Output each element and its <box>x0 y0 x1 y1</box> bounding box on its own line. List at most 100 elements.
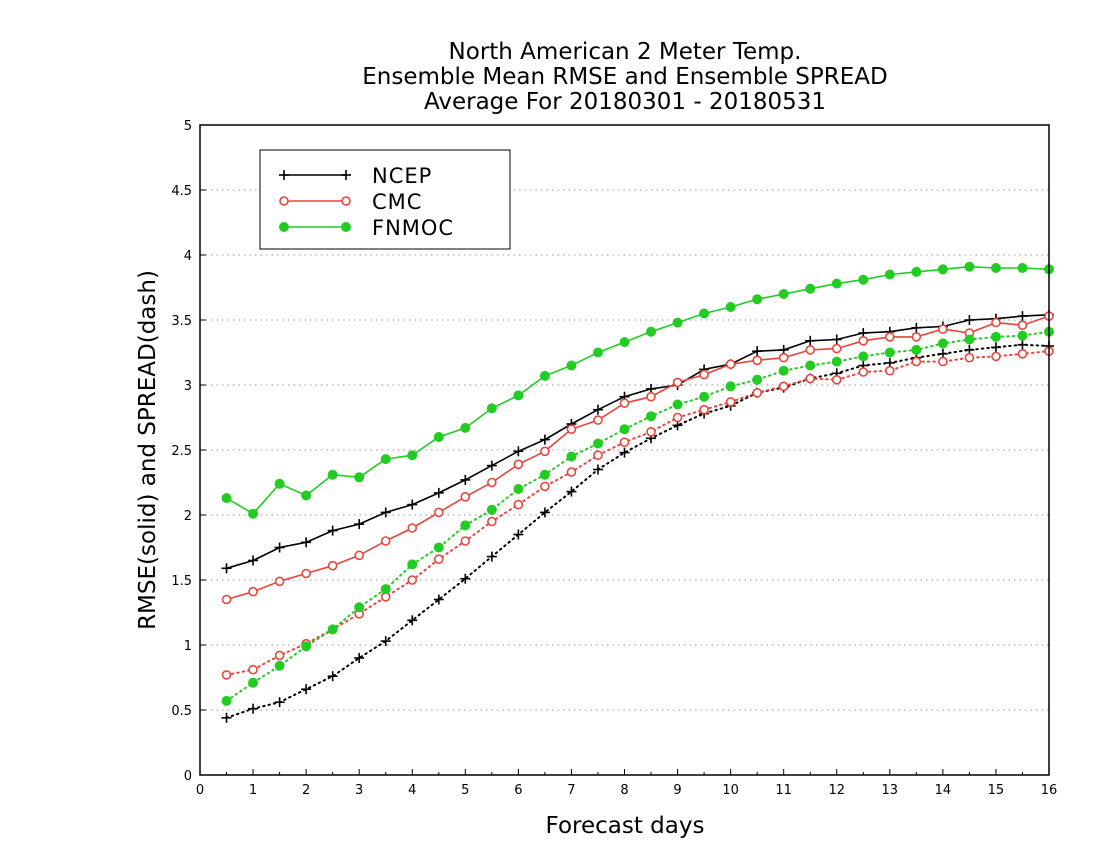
x-tick-label: 3 <box>355 783 363 798</box>
fnmoc-rmse-point <box>990 263 1001 273</box>
cmc-rmse-point <box>487 477 497 488</box>
ncep-rmse-point <box>805 335 816 346</box>
x-tick-label: 13 <box>882 783 899 798</box>
x-tick-label: 11 <box>775 783 792 798</box>
x-axis-label: Forecast days <box>546 813 705 839</box>
fnmoc-rmse-point <box>964 261 975 272</box>
ncep-rmse-series <box>221 309 1054 574</box>
ncep-spread-point <box>990 342 1001 353</box>
cmc-spread-point <box>858 367 869 377</box>
cmc-rmse-point <box>699 369 709 380</box>
ncep-spread-point <box>1017 339 1028 350</box>
ncep-spread-point <box>327 671 338 682</box>
y-tick-label: 2.5 <box>171 444 192 459</box>
ncep-rmse-point <box>911 322 922 333</box>
fnmoc-spread-point <box>884 347 895 358</box>
axis-ticks: 00.511.522.533.544.550 1 2 3 4 5 6 7 8 9 10 11 12 13 1… <box>171 119 1057 798</box>
fnmoc-spread-point <box>752 374 763 385</box>
fnmoc-rmse-point <box>539 370 550 381</box>
cmc-spread-point <box>460 536 471 546</box>
cmc-rmse-point <box>725 359 736 370</box>
cmc-rmse-point <box>619 398 630 409</box>
cmc-spread-point <box>513 499 524 510</box>
cmc-spread-point <box>566 467 577 477</box>
cmc-spread-point <box>433 554 444 565</box>
legend-marker-right <box>341 196 351 206</box>
cmc-rmse-series <box>221 311 1054 605</box>
x-tick-label: 7 <box>567 783 575 798</box>
legend-marker-right <box>341 222 351 232</box>
fnmoc-spread-point <box>513 484 524 494</box>
fnmoc-spread-point <box>380 584 391 595</box>
fnmoc-spread-point <box>592 438 603 449</box>
ncep-rmse-point <box>221 563 232 574</box>
ncep-spread-point <box>539 507 550 518</box>
cmc-rmse-point <box>354 550 364 561</box>
fnmoc-rmse-point <box>858 274 869 285</box>
fnmoc-spread-point <box>672 399 683 410</box>
fnmoc-spread-point <box>778 365 789 376</box>
legend-entry-ncep: NCEP <box>279 164 431 188</box>
y-tick-label: 1.5 <box>171 574 192 589</box>
ncep-spread-point <box>221 712 232 723</box>
fnmoc-rmse-point <box>380 454 391 465</box>
x-tick-label: 2 <box>302 783 310 798</box>
legend-box <box>259 149 511 250</box>
ncep-rmse-point <box>301 537 312 548</box>
fnmoc-rmse-point <box>354 472 365 483</box>
x-tick-label: 4 <box>408 783 416 798</box>
cmc-rmse-point <box>991 317 1001 328</box>
fnmoc-spread-point <box>646 411 657 422</box>
cmc-rmse-point <box>646 391 656 402</box>
fnmoc-spread-point <box>539 469 550 480</box>
cmc-rmse-point <box>460 491 471 502</box>
x-tick-label: 10 <box>722 783 739 798</box>
ncep-spread-point <box>274 697 285 708</box>
ncep-rmse-point <box>831 334 842 345</box>
cmc-rmse-point <box>566 424 577 435</box>
fnmoc-spread-point <box>301 641 312 652</box>
x-tick-label: 16 <box>1041 783 1058 798</box>
fnmoc-rmse-point <box>752 294 763 305</box>
fnmoc-rmse-point <box>513 390 524 401</box>
cmc-rmse-point <box>513 459 524 470</box>
legend-marker-left <box>279 170 289 180</box>
fnmoc-rmse-point <box>327 469 338 480</box>
fnmoc-spread-point <box>566 451 577 462</box>
fnmoc-rmse-point <box>805 283 816 294</box>
ncep-rmse-point <box>354 519 365 530</box>
fnmoc-rmse-point <box>725 302 736 312</box>
fnmoc-rmse-series <box>221 261 1054 519</box>
fnmoc-rmse-point <box>592 347 603 358</box>
y-tick-label: 3 <box>184 379 192 394</box>
legend-marker-left <box>279 196 289 206</box>
cmc-spread-point <box>672 412 683 423</box>
cmc-spread-point <box>248 664 258 675</box>
y-tick-label: 2 <box>184 509 192 524</box>
fnmoc-spread-point <box>990 331 1001 342</box>
x-tick-label: 1 <box>249 783 257 798</box>
fnmoc-rmse-line <box>226 265 1050 515</box>
fnmoc-spread-point <box>221 695 232 706</box>
ncep-rmse-point <box>964 315 975 325</box>
cmc-spread-point <box>487 516 497 527</box>
x-tick-label: 0 <box>196 783 204 798</box>
fnmoc-rmse-point <box>778 289 789 299</box>
fnmoc-spread-point <box>619 424 630 435</box>
cmc-rmse-point <box>831 343 842 354</box>
fnmoc-spread-point <box>858 351 869 362</box>
cmc-spread-point <box>699 404 709 415</box>
fnmoc-rmse-point <box>911 266 922 277</box>
cmc-rmse-point <box>593 415 603 425</box>
chart-title: North American 2 Meter Temp. Ensemble Me… <box>362 39 887 115</box>
fnmoc-rmse-point <box>486 403 497 414</box>
series-layer <box>221 261 1054 723</box>
ncep-spread-point <box>592 464 603 475</box>
cmc-rmse-point <box>248 586 258 597</box>
legend-entry-fnmoc: FNMOC <box>279 216 453 240</box>
fnmoc-rmse-point <box>884 269 895 280</box>
fnmoc-rmse-point <box>460 422 471 433</box>
ncep-spread-point <box>248 703 259 714</box>
cmc-spread-point <box>1017 348 1028 359</box>
